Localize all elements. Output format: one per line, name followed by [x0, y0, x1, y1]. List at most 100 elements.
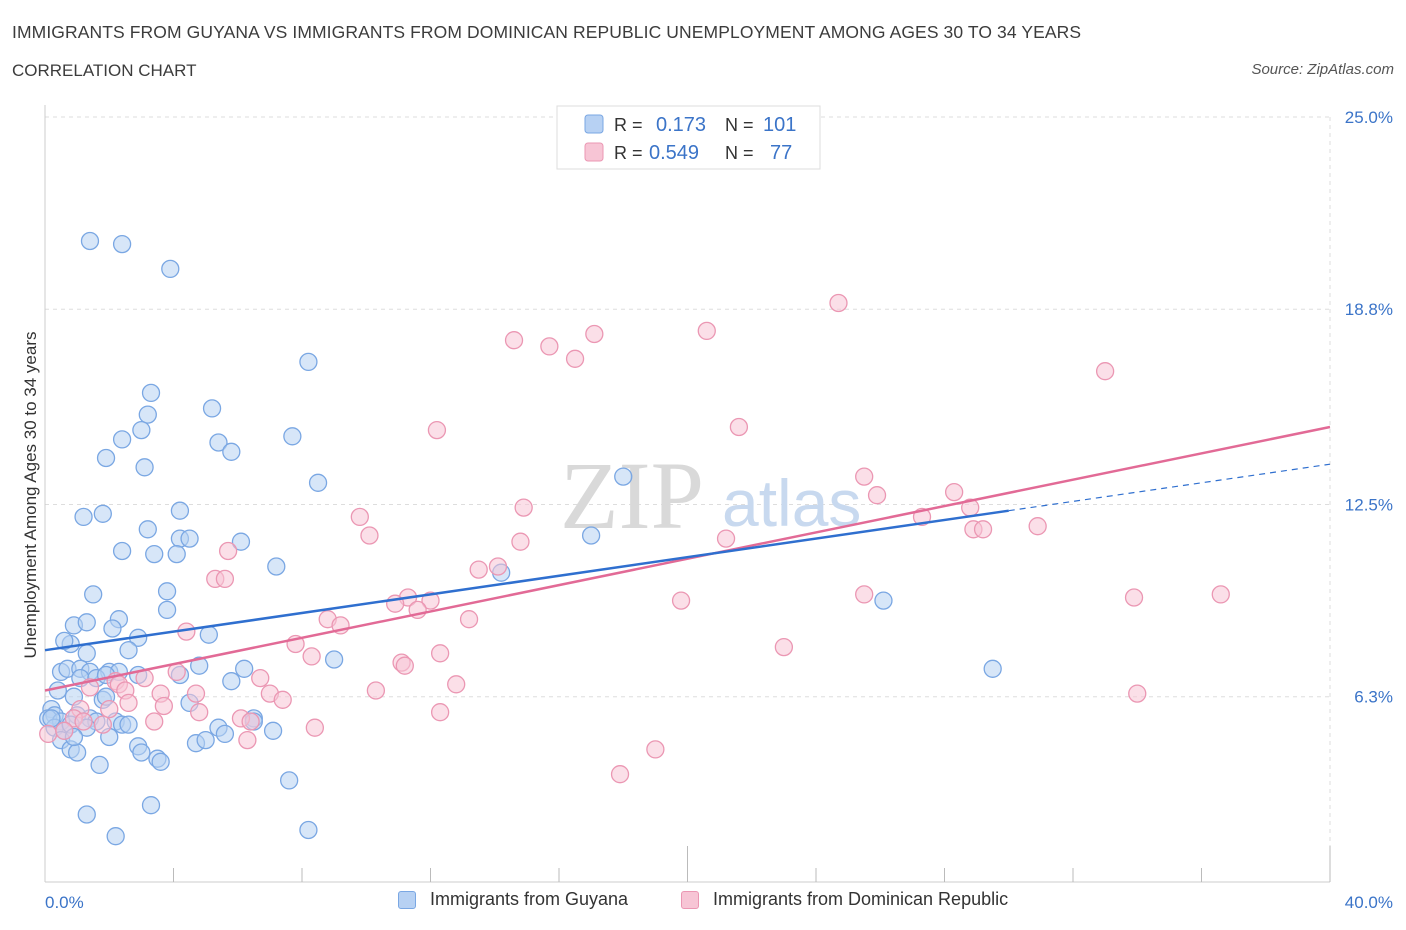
data-point-guyana: [202, 399, 222, 418]
data-point-guyana: [581, 526, 601, 545]
data-point-guyana: [299, 820, 318, 840]
tick-labels: 6.3% 12.5% 18.8% 25.0% 0.0% 40.0%: [45, 108, 1393, 912]
data-point-dominican: [855, 467, 874, 486]
data-point-dominican: [697, 321, 716, 341]
data-point-guyana: [983, 659, 1002, 678]
source-credit: Source: ZipAtlas.com: [1251, 61, 1394, 78]
data-point-guyana: [263, 721, 283, 740]
data-point-guyana: [874, 591, 893, 610]
y-axis-label: Unemployment Among Ages 30 to 34 years: [21, 332, 40, 659]
data-point-dominican: [944, 482, 964, 502]
legend-label-guyana: Immigrants from Guyana: [430, 889, 629, 909]
data-point-guyana: [138, 405, 157, 424]
series-dominican-points: [39, 293, 1230, 784]
data-point-dominican: [215, 569, 235, 589]
data-point-guyana: [112, 541, 132, 561]
data-point-guyana: [199, 625, 218, 644]
data-point-guyana: [222, 442, 241, 461]
data-point-dominican: [1211, 585, 1230, 604]
data-point-guyana: [77, 805, 96, 824]
data-point-dominican: [305, 718, 325, 737]
legend-swatch-dominican: [584, 142, 604, 162]
legend-swatch-guyana-bottom: [398, 890, 416, 909]
data-point-guyana: [96, 448, 116, 468]
data-point-dominican: [514, 498, 533, 517]
data-point-dominican: [565, 349, 585, 368]
legend-n-label-2: N =: [725, 143, 754, 163]
data-point-guyana: [42, 709, 61, 728]
data-point-dominican: [218, 541, 238, 561]
data-point-guyana: [196, 730, 215, 750]
data-point-dominican: [39, 724, 58, 744]
data-point-guyana: [112, 430, 132, 449]
legend-n-label-1: N =: [725, 115, 754, 135]
data-point-dominican: [1128, 684, 1147, 703]
data-point-guyana: [157, 582, 177, 601]
data-point-dominican: [430, 703, 450, 722]
data-point-dominican: [360, 526, 379, 545]
data-point-dominican: [973, 520, 993, 539]
data-point-guyana: [132, 420, 151, 440]
chart-title: IMMIGRANTS FROM GUYANA VS IMMIGRANTS FRO…: [12, 22, 1082, 42]
data-point-dominican: [251, 668, 270, 688]
trend-lines: [44, 425, 1331, 692]
data-point-dominican: [302, 647, 321, 666]
data-point-dominican: [366, 681, 386, 700]
data-point-guyana: [222, 672, 241, 691]
data-point-guyana: [235, 659, 254, 678]
data-point-guyana: [279, 771, 299, 790]
data-point-dominican: [119, 693, 138, 713]
axes: [44, 105, 1331, 883]
data-point-guyana: [299, 352, 318, 372]
data-point-guyana: [67, 743, 87, 762]
data-point-dominican: [729, 417, 749, 437]
data-point-guyana: [141, 796, 161, 815]
data-point-dominican: [585, 324, 604, 344]
chart-subtitle: CORRELATION CHART: [12, 61, 197, 80]
data-point-guyana: [141, 383, 161, 403]
x-tick-label-min: 0.0%: [45, 893, 84, 912]
data-point-dominican: [190, 703, 209, 722]
data-point-dominican: [186, 684, 206, 703]
data-point-guyana: [283, 427, 302, 446]
data-point-guyana: [93, 504, 112, 523]
data-point-guyana: [215, 724, 235, 744]
y-tick-label: 6.3%: [1354, 688, 1393, 707]
data-point-guyana: [151, 752, 170, 771]
trend-line-dominican: [44, 425, 1331, 692]
data-point-guyana: [167, 544, 186, 564]
data-point-guyana: [55, 631, 74, 651]
y-tick-label: 12.5%: [1345, 496, 1393, 515]
data-point-dominican: [1095, 362, 1115, 381]
data-point-guyana: [180, 529, 199, 548]
data-point-dominican: [447, 675, 466, 694]
data-point-guyana: [145, 544, 164, 564]
data-point-guyana: [308, 473, 328, 492]
legend-item-dominican: Immigrants from Dominican Republic: [681, 889, 1008, 910]
legend-r-label-1: R =: [614, 115, 643, 135]
data-point-dominican: [855, 585, 874, 604]
y-tick-label: 25.0%: [1345, 108, 1393, 127]
data-point-guyana: [324, 650, 344, 669]
data-point-dominican: [145, 712, 164, 731]
data-point-dominican: [154, 696, 174, 716]
data-point-guyana: [614, 467, 633, 486]
data-point-guyana: [77, 644, 96, 663]
legend-n-value-2: 77: [770, 142, 792, 164]
data-point-dominican: [395, 656, 414, 675]
legend-item-guyana: Immigrants from Guyana: [398, 889, 628, 910]
data-point-dominican: [273, 690, 292, 709]
data-point-dominican: [646, 740, 665, 759]
legend-r-value-1: 0.173: [656, 114, 706, 136]
legend-n-value-1: 101: [763, 114, 796, 136]
data-point-dominican: [350, 507, 369, 527]
data-point-guyana: [170, 501, 190, 520]
data-point-guyana: [80, 231, 100, 251]
data-point-dominican: [430, 644, 450, 663]
watermark-atlas: atlas: [722, 466, 861, 540]
data-point-guyana: [119, 641, 138, 660]
data-point-guyana: [84, 585, 103, 604]
data-point-guyana: [267, 557, 286, 576]
data-point-dominican: [511, 532, 530, 551]
